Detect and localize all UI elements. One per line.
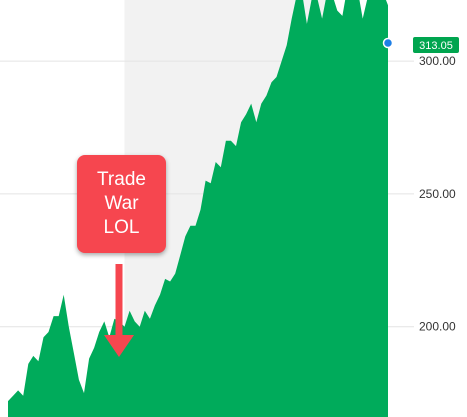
annotation-line-1: Trade [97, 169, 146, 190]
y-tick-label-1: 250.00 [419, 187, 456, 201]
trade-war-annotation: Trade War LOL [77, 155, 166, 253]
y-tick-label-0: 300.00 [419, 54, 456, 68]
down-arrow-icon [104, 264, 134, 357]
last-price-label: 313.05 [419, 40, 453, 52]
annotation-line-2: War [104, 193, 139, 214]
y-axis-tick-labels: 300.00 250.00 200.00 [419, 54, 456, 334]
last-price-point [382, 37, 394, 49]
annotation-line-3: LOL [103, 217, 140, 238]
y-tick-label-2: 200.00 [419, 320, 456, 334]
price-area-series [8, 0, 388, 417]
last-price-badge: 313.05 [413, 37, 459, 53]
